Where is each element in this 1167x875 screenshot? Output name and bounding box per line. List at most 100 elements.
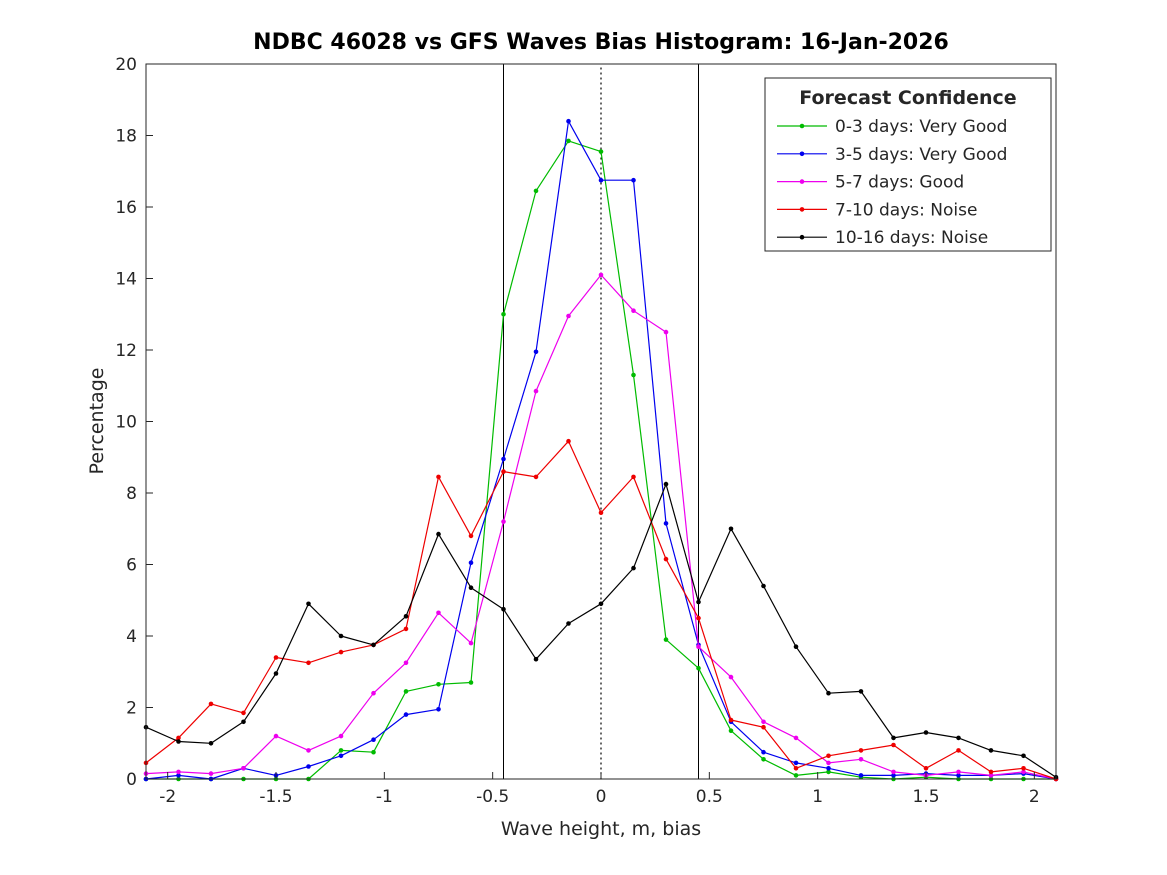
data-point	[988, 748, 994, 753]
data-point	[598, 272, 604, 278]
data-point	[208, 741, 214, 746]
data-point	[241, 719, 246, 725]
y-tick-label: 2	[126, 699, 137, 719]
data-point	[826, 753, 831, 759]
data-point	[338, 733, 344, 739]
x-tick-label: -1.5	[259, 787, 292, 807]
data-point	[1021, 769, 1026, 775]
data-point	[891, 773, 896, 778]
data-point	[273, 733, 279, 739]
y-tick-label: 12	[115, 341, 137, 361]
data-point	[793, 735, 799, 741]
data-point	[273, 671, 279, 676]
data-point	[436, 610, 441, 616]
data-point	[728, 717, 734, 723]
data-point	[631, 474, 636, 480]
data-point	[403, 614, 409, 619]
data-point	[241, 766, 246, 771]
data-point	[176, 735, 181, 741]
data-point	[891, 735, 896, 741]
data-point	[696, 665, 701, 671]
data-point	[761, 583, 766, 589]
data-point	[858, 748, 864, 753]
data-point	[793, 644, 799, 649]
data-point	[533, 656, 539, 662]
y-tick-label: 20	[115, 55, 137, 75]
data-point	[306, 660, 311, 666]
data-point	[891, 742, 896, 748]
data-point	[826, 766, 831, 771]
x-tick-label: -0.5	[476, 787, 509, 807]
data-point	[761, 724, 766, 730]
data-point	[468, 533, 474, 539]
y-tick-label: 16	[115, 198, 137, 218]
data-point	[663, 481, 669, 487]
data-point	[436, 531, 441, 537]
data-point	[501, 456, 506, 462]
data-point	[598, 177, 604, 183]
data-point	[988, 773, 994, 778]
legend-entry-label: 7-10 days: Noise	[835, 200, 977, 220]
y-tick-label: 4	[126, 627, 137, 647]
legend-entry-label: 10-16 days: Noise	[835, 228, 988, 248]
legend-entry-label: 0-3 days: Very Good	[835, 117, 1007, 137]
data-point	[663, 556, 669, 562]
data-point	[468, 585, 474, 590]
data-point	[533, 188, 539, 194]
legend-entry-label: 3-5 days: Very Good	[835, 145, 1007, 165]
data-point	[273, 655, 279, 660]
legend-entry-marker	[799, 151, 805, 157]
data-point	[501, 519, 506, 524]
data-point	[923, 766, 929, 771]
data-point	[501, 606, 506, 612]
y-tick-label: 0	[126, 770, 137, 790]
data-point	[696, 644, 701, 649]
data-point	[988, 769, 994, 775]
data-point	[533, 474, 539, 480]
data-point	[858, 689, 864, 694]
data-point	[598, 510, 604, 515]
chart-title: NDBC 46028 vs GFS Waves Bias Histogram: …	[253, 30, 949, 55]
data-point	[566, 438, 571, 444]
y-tick-label: 18	[115, 127, 137, 147]
data-point	[306, 764, 311, 769]
legend-title: Forecast Confidence	[799, 87, 1016, 109]
data-point	[826, 760, 831, 766]
data-point	[696, 615, 701, 621]
y-tick-label: 6	[126, 556, 137, 576]
data-point	[306, 748, 311, 753]
data-point	[403, 689, 409, 694]
data-point	[436, 707, 441, 712]
data-point	[728, 674, 734, 680]
data-point	[566, 313, 571, 319]
data-point	[826, 690, 831, 696]
data-point	[338, 753, 344, 759]
data-point	[501, 312, 506, 317]
data-point	[533, 388, 539, 394]
y-tick-label: 14	[115, 270, 137, 290]
data-point	[598, 601, 604, 607]
legend-entry-marker	[799, 123, 805, 129]
data-point	[761, 757, 766, 762]
data-point	[176, 769, 181, 775]
data-point	[1021, 766, 1026, 771]
data-point	[956, 748, 961, 753]
data-point	[338, 748, 344, 753]
legend-entry-marker	[799, 179, 805, 184]
data-point	[436, 474, 441, 480]
x-tick-label: 1	[812, 787, 823, 807]
data-point	[306, 601, 311, 607]
data-point	[241, 710, 246, 716]
data-point	[631, 372, 636, 378]
data-point	[468, 640, 474, 646]
y-axis-label: Percentage	[86, 367, 108, 475]
data-point	[956, 735, 961, 741]
data-point	[956, 769, 961, 775]
data-point	[208, 701, 214, 707]
data-point	[923, 730, 929, 735]
data-point	[468, 560, 474, 565]
data-point	[663, 521, 669, 526]
data-point	[663, 637, 669, 642]
